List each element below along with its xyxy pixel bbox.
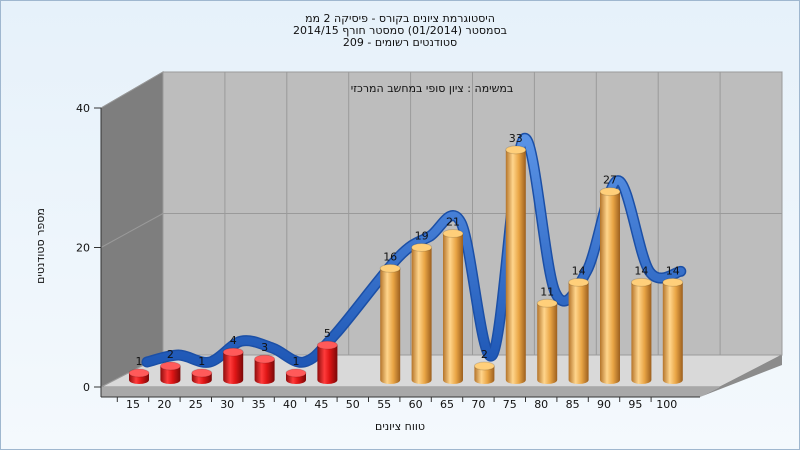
histogram-bar: [379, 263, 401, 384]
bar-value-label: 2: [481, 348, 488, 361]
bar-top: [505, 145, 527, 155]
histogram-bar: [159, 361, 181, 384]
grid-line-side: [100, 71, 164, 109]
bar-body: [662, 282, 683, 384]
x-tick-label: 60: [409, 398, 423, 411]
bar-top: [285, 368, 307, 378]
bar-top: [159, 361, 181, 371]
bar-top: [379, 263, 401, 273]
chart-title-line-2: בסמסטר (01/2014) סמסטר חורף 2014/15: [293, 24, 507, 37]
histogram-bar: [254, 354, 276, 384]
bar-value-label: 2: [167, 348, 174, 361]
bar-body: [537, 303, 558, 384]
x-tick-label: 70: [471, 398, 485, 411]
chart-title-line-1: היסטוגרמת ציונים בקורס - פיסיקה 2 ממ: [305, 12, 495, 25]
bar-body: [380, 268, 401, 384]
chart-title-line-3: סטודנטים רשומים - 209: [342, 36, 458, 49]
bar-value-label: 1: [293, 355, 300, 368]
bar-value-label: 3: [261, 341, 268, 354]
y-tick-label: 0: [83, 381, 90, 394]
histogram-bar: [568, 277, 590, 384]
bar-body: [443, 233, 463, 384]
histogram-bar: [316, 340, 338, 384]
x-tick-label: 50: [346, 398, 360, 411]
bar-top: [411, 242, 433, 252]
bar-value-label: 27: [603, 174, 617, 187]
x-tick-label: 40: [283, 398, 297, 411]
bar-body: [568, 282, 589, 384]
histogram-bar: [285, 368, 307, 384]
bar-value-label: 5: [324, 327, 331, 340]
bar-body: [160, 366, 181, 384]
bar-body: [223, 352, 244, 384]
bar-body: [411, 247, 432, 384]
y-tick-label: 20: [76, 242, 90, 255]
bar-top: [473, 361, 495, 371]
bar-top: [630, 277, 652, 287]
plot-side-wall: [100, 71, 164, 388]
x-axis-label: טווח ציונים: [375, 420, 425, 433]
bar-body: [317, 345, 338, 384]
bar-top: [568, 277, 590, 287]
histogram-bar: [536, 298, 558, 384]
bar-top: [316, 340, 338, 350]
x-tick-label: 35: [252, 398, 266, 411]
x-tick-label: 45: [314, 398, 328, 411]
bar-body: [254, 359, 275, 384]
bar-value-label: 14: [634, 264, 648, 277]
bar-top: [662, 277, 684, 287]
histogram-bar: [505, 145, 527, 384]
histogram-bar: [191, 368, 213, 384]
bar-value-label: 14: [572, 264, 586, 277]
bar-body: [474, 366, 495, 384]
bar-value-label: 1: [198, 355, 205, 368]
x-tick-label: 80: [534, 398, 548, 411]
grid-line-side: [100, 213, 164, 248]
x-tick-label: 20: [157, 398, 171, 411]
bar-body: [631, 282, 652, 384]
bar-top: [442, 229, 464, 239]
bar-top: [536, 298, 558, 308]
bar-value-label: 21: [446, 216, 460, 229]
x-tick-label: 15: [126, 398, 140, 411]
bar-top: [191, 368, 213, 378]
y-axis-label: מספר סטודנטים: [34, 208, 47, 284]
x-tick-label: 85: [566, 398, 580, 411]
bar-value-label: 16: [383, 250, 397, 263]
bar-value-label: 19: [415, 229, 429, 242]
bar-body: [600, 191, 620, 384]
y-tick-label: 40: [76, 102, 90, 115]
bar-body: [505, 149, 526, 384]
histogram-bar: [473, 361, 495, 384]
x-tick-label: 65: [440, 398, 454, 411]
chart-inner-title: במשימה : ציון סופי במחשב המרכזי: [351, 82, 514, 95]
bar-value-label: 33: [509, 132, 523, 145]
plot-floor-edge: [101, 387, 720, 397]
bar-value-label: 1: [136, 355, 143, 368]
x-tick-label: 90: [597, 398, 611, 411]
bar-top: [254, 354, 276, 364]
histogram-bar: [662, 277, 684, 384]
histogram-bar: [442, 229, 464, 384]
x-tick-label: 95: [628, 398, 642, 411]
x-tick-label: 75: [503, 398, 517, 411]
histogram-bar: [222, 347, 244, 384]
histogram-bar: [411, 242, 433, 384]
histogram-bar: [128, 368, 150, 384]
bar-top: [222, 347, 244, 357]
trend-ribbon: [143, 134, 685, 367]
histogram-bar: [599, 187, 621, 384]
bar-value-label: 11: [540, 285, 554, 298]
histogram-bar: [630, 277, 652, 384]
bar-value-label: 14: [666, 264, 680, 277]
bar-top: [128, 368, 150, 378]
bar-value-label: 4: [230, 334, 237, 347]
x-tick-label: 30: [220, 398, 234, 411]
bar-top: [599, 187, 621, 197]
x-tick-label: 25: [189, 398, 203, 411]
x-tick-label: 100: [656, 398, 677, 411]
x-tick-label: 55: [377, 398, 391, 411]
